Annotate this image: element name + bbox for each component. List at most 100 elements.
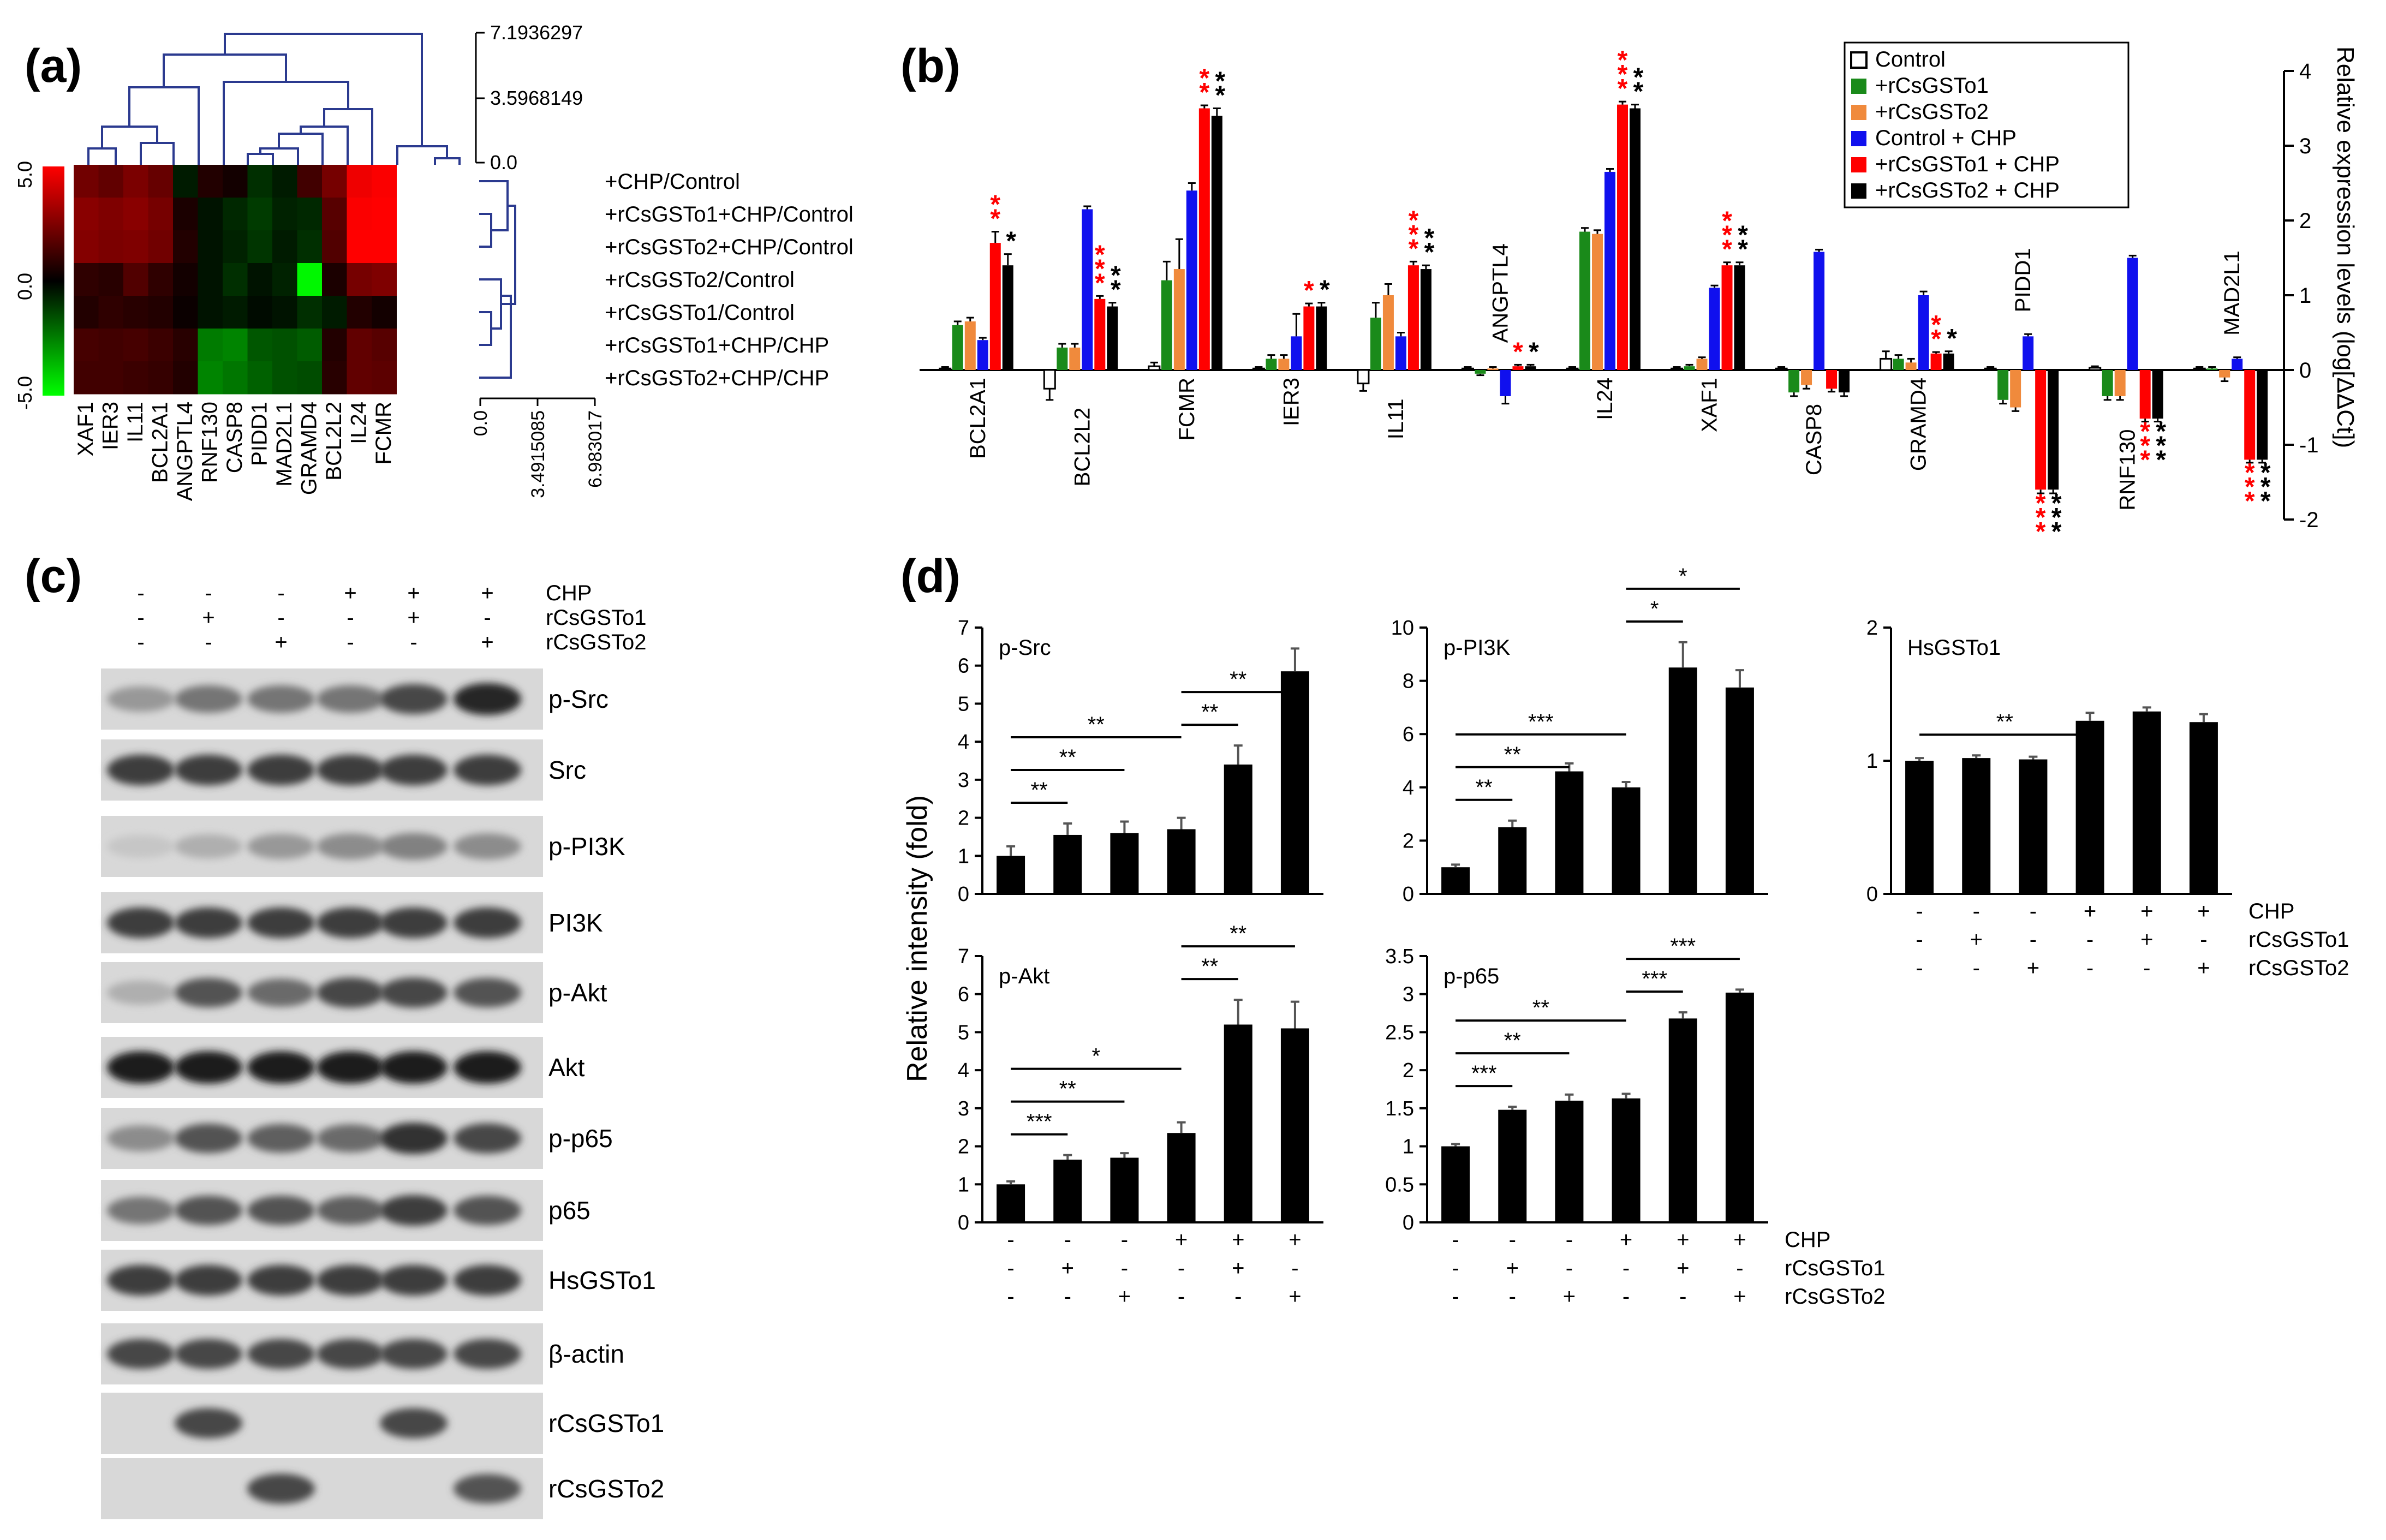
- significance-stars-red: *: [2036, 503, 2046, 532]
- blot-band: [247, 1339, 315, 1369]
- dendrogram-branch-top: [224, 33, 423, 146]
- heatmap-cell: [297, 198, 323, 231]
- significance-stars-black: *: [1738, 221, 1748, 250]
- bar-control: [1566, 367, 1579, 371]
- heatmap-cell: [74, 198, 99, 231]
- bar--rcsgsto2: [2219, 370, 2230, 378]
- bar--rcsgsto2-chp: [1420, 269, 1431, 370]
- bar: [2075, 720, 2104, 894]
- side-tree-tick-label: 6.983017: [585, 410, 606, 488]
- y-axis-tick-label: 3: [1403, 983, 1414, 1006]
- significance-stars-black: *: [1633, 63, 1644, 92]
- treatment-sign: +: [2027, 956, 2039, 980]
- treatment-sign: +: [1733, 1228, 1746, 1252]
- significance-label: **: [1504, 743, 1521, 767]
- legend-box: [1844, 41, 2129, 208]
- blot-band: [454, 1123, 521, 1154]
- significance-stars-red: *: [1095, 240, 1105, 269]
- gene-label: RNF130: [2116, 429, 2140, 511]
- blot-band: [175, 1408, 242, 1438]
- heatmap-cell: [173, 230, 198, 264]
- blot-band: [454, 833, 521, 859]
- significance-label: **: [1059, 1077, 1076, 1101]
- treatment-sign: -: [137, 606, 144, 630]
- panel-label-c: (c): [25, 550, 82, 602]
- blot-band: [107, 754, 175, 786]
- y-axis-tick-label: 0: [958, 883, 969, 906]
- bar--rcsgsto1: [1266, 359, 1277, 370]
- color-scale-label: -5.0: [14, 376, 36, 410]
- heatmap-cell: [223, 329, 248, 362]
- heatmap-cell: [223, 263, 248, 296]
- bar: [2189, 722, 2218, 894]
- heatmap-color-scale: [43, 166, 64, 396]
- treatment-sign: -: [2086, 928, 2093, 952]
- significance-stars-black: *: [1111, 261, 1121, 290]
- heatmap-cell: [198, 329, 223, 362]
- significance-stars-red: *: [1200, 64, 1210, 93]
- bar--rcsgsto2: [1905, 362, 1917, 370]
- significance-stars-red: *: [2036, 517, 2046, 546]
- blot-band: [107, 907, 175, 939]
- bar--rcsgsto1-chp: [1721, 265, 1733, 370]
- significance-label: **: [1996, 710, 2013, 734]
- blot-band: [247, 1264, 315, 1296]
- treatment-label: rCsGSTo1: [1785, 1256, 1886, 1280]
- heatmap-gene-label: BCL2A1: [148, 402, 172, 483]
- y-axis-tick-label: 1: [1403, 1136, 1414, 1159]
- bar--rcsgsto2: [1487, 368, 1499, 370]
- bar-control: [1775, 367, 1788, 371]
- bar--rcsgsto2-chp: [1211, 116, 1222, 370]
- blot-label: Src: [548, 756, 586, 784]
- heatmap-cell: [372, 263, 397, 296]
- legend-swatch: [1851, 105, 1866, 120]
- bar--rcsgsto2-chp: [2152, 370, 2163, 419]
- bar-control: [2193, 367, 2206, 371]
- heatmap-cell: [347, 230, 372, 264]
- bar: [1110, 833, 1139, 894]
- treatment-sign: -: [277, 606, 284, 630]
- bar--rcsgsto1: [1788, 370, 1800, 393]
- treatment-sign: +: [344, 581, 356, 605]
- heatmap-cell: [98, 329, 124, 362]
- y-axis-tick-label: 2: [1403, 829, 1414, 852]
- heatmap-cell: [173, 296, 198, 329]
- panel-labels: (a) (b) (c) (d): [25, 40, 961, 602]
- bar: [1110, 1157, 1139, 1222]
- treatment-sign: +: [2084, 899, 2096, 923]
- heatmap-cell: [247, 198, 273, 231]
- legend-label: +rCsGSTo1 + CHP: [1875, 152, 2060, 176]
- bar--rcsgsto1: [1893, 359, 1904, 370]
- bar--rcsgsto1-chp: [1407, 265, 1419, 370]
- blot-band: [107, 1264, 175, 1296]
- heatmap-cell: [148, 361, 174, 395]
- treatment-sign: -: [1178, 1285, 1185, 1309]
- bar-control-chp: [1186, 190, 1197, 370]
- treatment-sign: -: [205, 630, 212, 654]
- treatment-label: rCsGSTo2: [546, 630, 647, 654]
- y-axis-tick-label: 1.5: [1385, 1097, 1414, 1120]
- y-axis-tick-label: 4: [958, 1059, 969, 1082]
- blot-band: [175, 1051, 242, 1084]
- blot-label: HsGSTo1: [548, 1266, 656, 1294]
- bar--rcsgsto1-chp: [1198, 108, 1210, 370]
- panel-label-a: (a): [25, 40, 82, 92]
- y-axis-tick-label: 0: [958, 1211, 969, 1234]
- heatmap-panel: XAF1 IER3 IL11 BCL2A1 ANGPTL4 RNF130 CASP8 PIDD…: [14, 21, 854, 501]
- bar--rcsgsto2-chp: [1107, 306, 1118, 370]
- treatment-sign: -: [1007, 1285, 1014, 1309]
- heatmap-condition-label: +rCsGSTo2+CHP/Control: [605, 235, 854, 259]
- significance-label: ***: [1471, 1061, 1497, 1085]
- treatment-sign: +: [2197, 956, 2210, 980]
- blot-band: [107, 1196, 175, 1225]
- heatmap-cell: [272, 198, 297, 231]
- bar: [1555, 771, 1584, 894]
- treatment-sign: -: [410, 630, 417, 654]
- significance-stars-black: *: [2260, 473, 2271, 502]
- treatment-sign: +: [481, 630, 493, 654]
- significance-label: **: [1532, 996, 1549, 1020]
- side-tree-tick-label: 3.4915085: [528, 410, 548, 498]
- significance-stars-red: *: [1095, 268, 1105, 297]
- bar--rcsgsto2-chp: [1630, 108, 1641, 370]
- legend-swatch: [1851, 157, 1866, 172]
